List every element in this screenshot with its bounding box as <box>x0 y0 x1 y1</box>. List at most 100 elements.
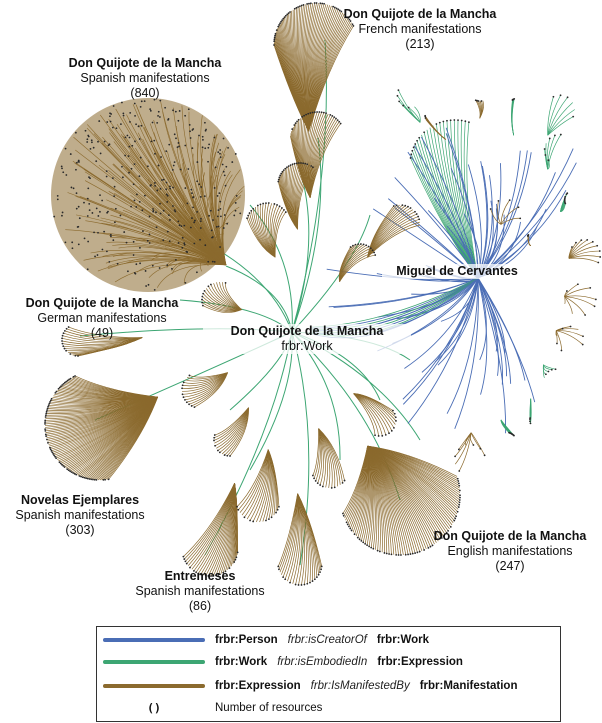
label-person: Miguel de Cervantes <box>382 264 532 279</box>
graph-node <box>139 156 142 159</box>
graph-node <box>156 189 159 192</box>
graph-node <box>284 167 287 170</box>
graph-node <box>61 211 64 214</box>
graph-node <box>45 410 48 413</box>
graph-edge <box>568 245 598 259</box>
graph-node <box>293 124 296 126</box>
graph-node <box>301 116 304 118</box>
graph-edge <box>568 241 593 259</box>
label-novelas: Novelas Ejemplares Spanish manifestation… <box>0 493 160 538</box>
graph-node <box>62 382 65 385</box>
graph-edge <box>547 102 573 136</box>
graph-node <box>584 314 587 316</box>
graph-edge <box>511 98 515 136</box>
graph-node <box>74 375 76 377</box>
graph-node <box>259 203 262 206</box>
graph-node <box>424 115 427 118</box>
graph-node <box>293 162 296 165</box>
graph-node <box>89 147 92 150</box>
graph-node <box>226 454 229 457</box>
graph-node <box>166 230 169 233</box>
graph-node <box>459 496 461 499</box>
graph-node <box>217 573 220 576</box>
legend-swatch-creator <box>103 638 205 642</box>
graph-node <box>185 250 188 253</box>
graph-node <box>347 17 350 19</box>
graph-node <box>149 109 152 112</box>
graph-node <box>103 140 106 143</box>
graph-node <box>342 512 344 515</box>
graph-node <box>95 207 98 210</box>
graph-node <box>267 518 270 521</box>
graph-node <box>410 153 413 156</box>
graph-node <box>295 162 298 165</box>
graph-node <box>544 373 547 376</box>
graph-edge <box>568 255 601 259</box>
graph-node <box>187 108 190 111</box>
graph-node <box>86 138 89 141</box>
graph-node <box>65 174 68 176</box>
graph-edge <box>500 206 519 225</box>
graph-edge <box>500 217 521 225</box>
graph-node <box>598 250 601 252</box>
graph-node <box>184 398 186 401</box>
graph-node <box>87 240 90 243</box>
graph-node <box>78 217 81 220</box>
graph-node <box>376 549 379 552</box>
graph-node <box>102 478 105 481</box>
graph-edge <box>274 211 287 258</box>
graph-node <box>564 195 567 198</box>
resource-nodes <box>44 2 602 586</box>
graph-node <box>418 550 421 553</box>
graph-edge <box>204 331 293 556</box>
graph-node <box>454 517 457 520</box>
graph-node <box>316 111 318 113</box>
graph-node <box>166 201 169 203</box>
graph-node <box>215 574 217 577</box>
graph-node <box>438 121 441 124</box>
graph-node <box>273 36 276 39</box>
graph-node <box>275 29 278 32</box>
graph-node <box>591 240 594 243</box>
graph-node <box>152 208 154 210</box>
graph-node <box>418 218 421 221</box>
cluster-subtitle: Spanish manifestations <box>80 71 210 85</box>
graph-edge <box>295 493 302 585</box>
graph-node <box>284 14 287 17</box>
graph-node <box>468 121 470 124</box>
graph-node <box>92 146 95 149</box>
graph-node <box>93 231 95 234</box>
graph-node <box>183 243 186 246</box>
graph-node <box>85 477 87 480</box>
graph-edge <box>398 89 421 123</box>
graph-node <box>99 152 102 155</box>
graph-node <box>61 334 64 337</box>
graph-node <box>353 533 356 536</box>
graph-node <box>378 550 381 553</box>
graph-node <box>99 210 101 213</box>
graph-edge <box>214 407 249 436</box>
graph-node <box>171 169 174 171</box>
graph-node <box>373 251 376 254</box>
graph-node <box>204 574 207 577</box>
network-graph <box>44 2 602 586</box>
graph-node <box>340 10 343 13</box>
graph-node <box>464 120 467 123</box>
graph-edge <box>547 97 568 136</box>
graph-node <box>181 384 184 387</box>
graph-node <box>110 235 112 238</box>
graph-edge <box>66 328 143 339</box>
graph-node <box>157 164 160 167</box>
graph-node <box>56 198 59 201</box>
label-spanish-quijote: Don Quijote de la Mancha Spanish manifes… <box>45 56 245 101</box>
graph-node <box>284 211 287 213</box>
graph-node <box>126 134 129 137</box>
graph-node <box>554 134 556 137</box>
graph-edge <box>162 111 227 266</box>
graph-node <box>572 115 575 118</box>
graph-edge <box>108 169 227 266</box>
graph-edge <box>454 432 472 457</box>
graph-node <box>99 194 101 196</box>
graph-node <box>476 99 479 102</box>
graph-node <box>58 386 61 389</box>
